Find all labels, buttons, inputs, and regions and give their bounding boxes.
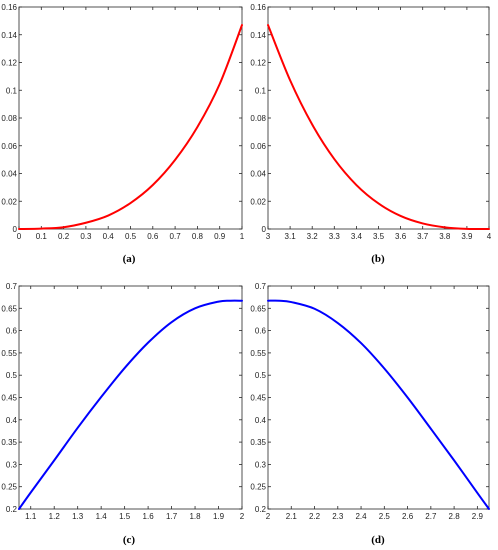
x-tick-label-d: 2.8	[449, 512, 461, 521]
x-tick-label-a: 0.1	[36, 232, 48, 241]
y-tick-label-c: 0.5	[6, 371, 18, 380]
x-tick-label-a: 0.3	[80, 232, 92, 241]
y-tick-label-c: 0.35	[1, 438, 17, 447]
x-tick-label-d: 2.2	[309, 512, 321, 521]
x-tick-label-a: 0.8	[192, 232, 204, 241]
y-tick-label-c: 0.6	[6, 327, 18, 336]
plot-frame-c	[18, 285, 243, 510]
x-tick-label-d: 2.6	[402, 512, 414, 521]
series-line-a	[18, 24, 243, 230]
y-tick-label-d: 0.25	[250, 483, 266, 492]
y-tick-label-a: 0	[13, 225, 18, 234]
series-line-c	[18, 299, 243, 510]
plot-frame-d	[267, 285, 490, 510]
x-tick-label-d: 2.1	[286, 512, 298, 521]
y-tick-label-b: 0.16	[250, 3, 266, 12]
y-tick-label-b: 0.14	[250, 31, 266, 40]
x-tick-label-b: 3.4	[351, 232, 363, 241]
y-tick-label-d: 0.6	[255, 327, 267, 336]
x-tick-label-c: 1.6	[143, 512, 155, 521]
x-tick-label-c: 2	[240, 512, 245, 521]
y-tick-label-a: 0.12	[1, 59, 17, 68]
series-line-d	[267, 299, 490, 510]
y-tick-label-d: 0.5	[255, 371, 267, 380]
x-tick-label-b: 3.6	[395, 232, 407, 241]
x-tick-label-d: 2.7	[425, 512, 437, 521]
caption-a: (a)	[123, 253, 136, 265]
x-tick-label-d: 2.5	[379, 512, 391, 521]
y-tick-label-d: 0.4	[255, 416, 267, 425]
chart-b: 3 3.1 3.2 3.3 3.4 3.5 3.6 3.7 3.8 3.9 4 0 0.02 0.04 0.…	[250, 3, 491, 241]
x-tick-label-b: 3.7	[417, 232, 429, 241]
y-tick-label-c: 0.2	[6, 505, 18, 514]
x-tick-label-a: 0.9	[214, 232, 226, 241]
x-tick-label-c: 1.5	[119, 512, 131, 521]
series-line-b	[267, 24, 490, 231]
x-tick-label-c: 1.3	[72, 512, 84, 521]
y-tick-label-c: 0.25	[1, 483, 17, 492]
chart-d: 2 2.1 2.2 2.3 2.4 2.5 2.6 2.7 2.8 2.9 0.2 0.25 0.3 0.…	[250, 282, 490, 521]
chart-a: 0 0.1 0.2 0.3 0.4 0.5 0.6 0.7 0.8 0.9 1 0 0.02 0.04 0.…	[1, 3, 244, 241]
x-tick-label-c: 1.4	[96, 512, 108, 521]
y-tick-label-b: 0.08	[250, 114, 266, 123]
y-tick-label-a: 0.14	[1, 31, 17, 40]
x-tick-label-a: 0.2	[58, 232, 70, 241]
x-tick-label-c: 1.7	[166, 512, 178, 521]
y-tick-label-d: 0.35	[250, 438, 266, 447]
caption-c: (c)	[123, 534, 136, 546]
y-tick-label-b: 0	[262, 225, 267, 234]
y-tick-label-a: 0.06	[1, 142, 17, 151]
y-tick-label-b: 0.02	[250, 197, 266, 206]
x-tick-label-c: 1.1	[25, 512, 37, 521]
x-tick-label-b: 3.3	[329, 232, 341, 241]
caption-b: (b)	[371, 253, 385, 265]
y-tick-label-b: 0.06	[250, 142, 266, 151]
y-tick-label-a: 0.1	[6, 86, 18, 95]
y-tick-label-b: 0.1	[255, 86, 267, 95]
y-tick-label-d: 0.45	[250, 394, 266, 403]
y-tick-label-a: 0.16	[1, 3, 17, 12]
x-tick-label-c: 1.2	[49, 512, 61, 521]
y-tick-label-d: 0.55	[250, 349, 266, 358]
x-tick-label-c: 1.9	[213, 512, 225, 521]
y-tick-label-c: 0.55	[1, 349, 17, 358]
y-tick-label-d: 0.7	[255, 282, 267, 291]
y-tick-label-b: 0.04	[250, 170, 266, 179]
y-tick-label-a: 0.08	[1, 114, 17, 123]
x-tick-label-b: 3.1	[285, 232, 297, 241]
x-tick-label-a: 0	[17, 232, 22, 241]
y-tick-label-a: 0.02	[1, 197, 17, 206]
x-tick-label-d: 2	[266, 512, 271, 521]
y-tick-label-d: 0.2	[255, 505, 267, 514]
plot-frame-a	[18, 6, 243, 230]
x-tick-label-d: 2.4	[355, 512, 367, 521]
x-tick-label-a: 0.4	[103, 232, 115, 241]
y-tick-label-c: 0.45	[1, 394, 17, 403]
x-tick-label-b: 3	[266, 232, 271, 241]
y-tick-label-c: 0.65	[1, 304, 17, 313]
x-tick-label-d: 2.9	[472, 512, 484, 521]
x-tick-label-b: 3.5	[373, 232, 385, 241]
x-tick-label-b: 3.2	[307, 232, 319, 241]
x-tick-label-b: 4	[487, 232, 492, 241]
chart-c: 1.1 1.2 1.3 1.4 1.5 1.6 1.7 1.8 1.9 2 0.2 0.25 0.3 0.…	[1, 282, 244, 521]
x-tick-label-a: 0.6	[147, 232, 159, 241]
y-tick-label-c: 0.3	[6, 460, 18, 469]
x-tick-label-a: 0.5	[125, 232, 137, 241]
x-tick-label-b: 3.8	[439, 232, 451, 241]
plot-frame-b	[267, 6, 490, 230]
x-tick-label-a: 1	[240, 232, 245, 241]
y-tick-label-b: 0.12	[250, 59, 266, 68]
x-tick-label-d: 2.3	[332, 512, 344, 521]
x-tick-label-c: 1.8	[189, 512, 201, 521]
y-tick-label-c: 0.7	[6, 282, 18, 291]
y-tick-label-c: 0.4	[6, 416, 18, 425]
y-tick-label-d: 0.65	[250, 304, 266, 313]
y-tick-label-d: 0.3	[255, 460, 267, 469]
y-tick-label-a: 0.04	[1, 170, 17, 179]
caption-d: (d)	[371, 534, 385, 546]
x-tick-label-a: 0.7	[170, 232, 182, 241]
x-tick-label-b: 3.9	[461, 232, 473, 241]
